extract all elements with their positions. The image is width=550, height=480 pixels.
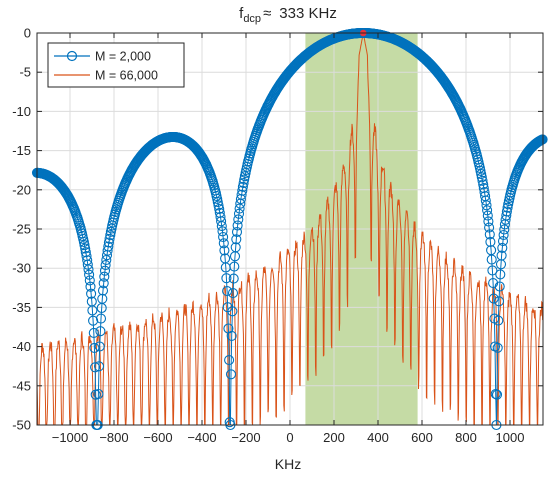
- series-line-m-66000: [36, 33, 544, 426]
- series-layer: [31, 27, 548, 431]
- series-marker: [216, 216, 227, 227]
- legend-label: M = 2,000: [95, 50, 151, 64]
- legend-marker: [66, 50, 78, 62]
- x-tick-label: 400: [367, 430, 389, 445]
- y-tick-label: -10: [12, 104, 31, 119]
- y-tick-label: -35: [12, 300, 31, 315]
- series-marker: [481, 200, 492, 211]
- chart-title: fdcp ≈333 KHz: [239, 5, 337, 25]
- series-line-m-2000: [37, 32, 543, 426]
- series-marker: [216, 221, 227, 232]
- series-marker: [238, 178, 249, 189]
- x-tick-label: 200: [323, 430, 345, 445]
- series-marker: [213, 200, 224, 211]
- x-tick-label: −400: [187, 430, 216, 445]
- axes-layer: [36, 32, 544, 426]
- series-marker: [501, 206, 512, 217]
- series-marker: [84, 269, 95, 280]
- series-marker: [478, 183, 489, 194]
- y-tick-label: 0: [24, 26, 31, 41]
- series-marker: [482, 205, 493, 216]
- series-marker: [105, 230, 116, 241]
- legend-box: [47, 42, 185, 88]
- legend: M = 2,000 M = 66,000: [47, 42, 185, 88]
- y-tick-label: -50: [12, 418, 31, 433]
- chart-title-subscript: dcp: [243, 13, 261, 25]
- x-tick-label: 1000: [496, 430, 525, 445]
- series-marker: [499, 224, 510, 235]
- series-marker: [103, 237, 114, 248]
- series-marker: [79, 240, 90, 251]
- x-tick-label: 0: [286, 430, 293, 445]
- series-marker: [82, 259, 93, 270]
- series-marker: [501, 210, 512, 221]
- series-marker: [236, 189, 247, 200]
- chart-title-prefix: f: [239, 5, 244, 22]
- y-tick-label: -20: [12, 182, 31, 197]
- series-marker: [214, 203, 225, 215]
- y-tick-label: -40: [12, 339, 31, 354]
- series-marker: [233, 208, 245, 219]
- tick-labels-layer: −1000 −800 −600 −400 −200 0 200 400 600 800 1000 0 -…: [12, 26, 524, 446]
- x-tick-label: −200: [231, 430, 260, 445]
- series-marker: [237, 185, 248, 196]
- x-tick-label: −1000: [52, 430, 89, 445]
- series-marker: [480, 195, 491, 206]
- y-tick-label: -45: [12, 378, 31, 393]
- series-marker: [237, 181, 248, 192]
- y-tick-label: -25: [12, 222, 31, 237]
- series-marker: [478, 179, 489, 190]
- x-tick-label: 600: [411, 430, 433, 445]
- x-tick-label: 800: [455, 430, 477, 445]
- x-axis-label: KHz: [275, 456, 301, 472]
- chart-title-relation: ≈: [263, 5, 271, 22]
- series-marker: [239, 174, 250, 185]
- y-tick-label: -15: [12, 143, 31, 158]
- series-marker: [80, 243, 91, 254]
- series-marker: [234, 203, 245, 214]
- series-marker: [502, 202, 513, 213]
- series-marker: [83, 264, 94, 275]
- y-tick-label: -5: [19, 65, 31, 80]
- chart-title-value: 333 KHz: [279, 5, 337, 22]
- series-marker: [104, 233, 115, 244]
- series-marker: [80, 247, 91, 258]
- series-marker: [477, 175, 488, 186]
- x-tick-label: −600: [143, 430, 172, 445]
- series-marker: [476, 172, 487, 183]
- x-tick-label: −800: [99, 430, 128, 445]
- series-marker: [103, 241, 114, 252]
- y-tick-label: -30: [12, 261, 31, 276]
- series-marker: [500, 214, 511, 225]
- legend-label: M = 66,000: [95, 69, 158, 83]
- series-marker: [233, 214, 244, 225]
- series-marker: [102, 245, 113, 256]
